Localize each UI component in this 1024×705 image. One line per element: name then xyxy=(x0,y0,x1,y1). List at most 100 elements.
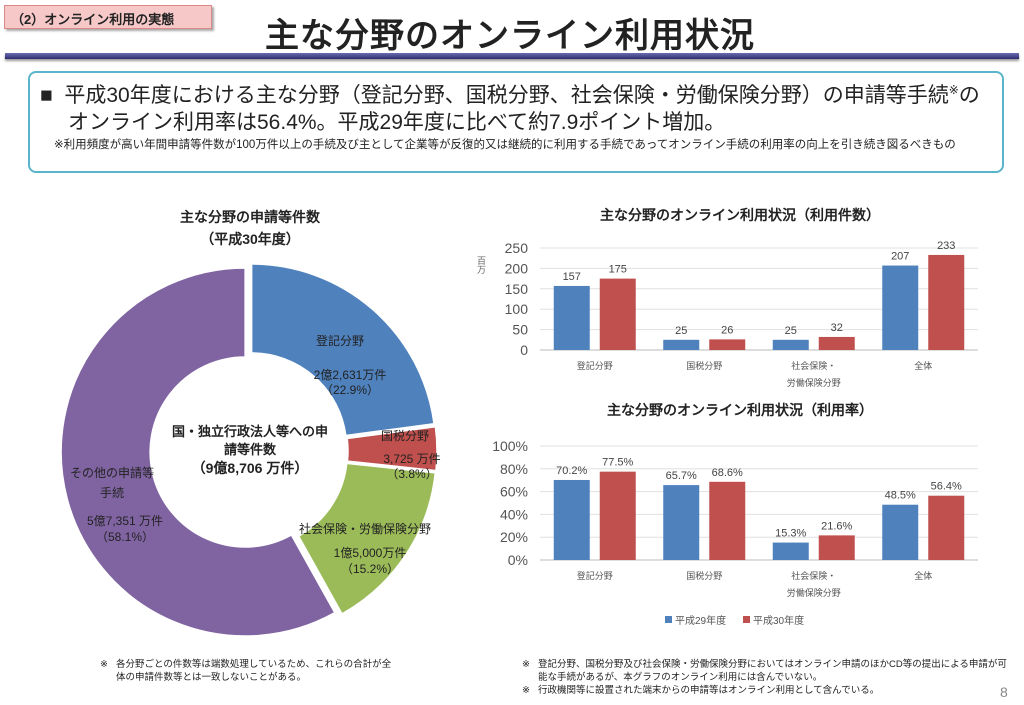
data-label: 48.5% xyxy=(885,490,916,502)
data-label: 68.6% xyxy=(712,467,743,479)
x-tick-label: 登記分野 xyxy=(577,570,613,581)
slice-label-percent: （58.1%） xyxy=(95,530,155,544)
donut-subtitle: （平成30年度） xyxy=(200,231,300,247)
y-tick-label: 80% xyxy=(500,461,528,477)
slice-label-name-2: 手続 xyxy=(99,486,124,500)
y-tick-label: 200 xyxy=(505,260,529,276)
center-total: （9億8,706 万件） xyxy=(191,460,309,476)
data-label: 56.4% xyxy=(931,481,962,493)
slice-label-value: 2億2,631万件 xyxy=(313,368,387,382)
data-label: 15.3% xyxy=(775,528,806,540)
note-mark: ※ xyxy=(522,659,530,670)
y-tick-label: 100 xyxy=(505,301,529,317)
summary-box: ■ 平成30年度における主な分野（登記分野、国税分野、社会保険・労働保険分野）の… xyxy=(28,71,1004,173)
bar xyxy=(772,542,809,560)
y-tick-label: 250 xyxy=(505,240,529,256)
data-label: 65.7% xyxy=(666,470,697,482)
note-text: 登記分野、国税分野及び社会保険・労働保険分野においてはオンライン申請のほかCD等… xyxy=(537,659,1007,683)
note-mark: ※ xyxy=(522,685,530,696)
summary-note: ※利用頻度が高い年間申請等件数が100万件以上の手続及び主として企業等が反復的又… xyxy=(54,139,956,151)
bar xyxy=(709,339,746,350)
title-divider xyxy=(5,53,1019,59)
x-tick-label: 全体 xyxy=(914,360,932,371)
slice-label-name: 社会保険・労働保険分野 xyxy=(298,522,431,536)
bar xyxy=(818,535,855,560)
x-tick-label: 労働保険分野 xyxy=(787,377,841,388)
x-tick-label: 社会保険・ xyxy=(791,360,836,371)
page-title: 主な分野のオンライン利用状況 xyxy=(265,17,755,55)
x-tick-label: 労働保険分野 xyxy=(787,587,841,598)
bar xyxy=(599,278,636,350)
summary-text: ■ 平成30年度における主な分野（登記分野、国税分野、社会保険・労働保険分野）の… xyxy=(40,77,992,136)
bar xyxy=(553,479,590,560)
data-label: 77.5% xyxy=(602,457,633,469)
x-tick-label: 国税分野 xyxy=(686,360,722,371)
bullet-square-icon: ■ xyxy=(40,84,53,107)
donut-slice xyxy=(60,267,336,637)
data-label: 32 xyxy=(831,322,843,334)
bar xyxy=(928,495,965,560)
bar xyxy=(709,481,746,560)
legend-swatch xyxy=(743,616,750,623)
y-tick-label: 20% xyxy=(500,529,528,545)
data-label: 175 xyxy=(609,264,627,276)
donut-center-label: 国・独立行政法人等への申 請等件数 （9億8,706 万件） xyxy=(150,423,350,477)
summary-sup: ※ xyxy=(948,83,959,97)
y-tick-label: 40% xyxy=(500,506,528,522)
bar xyxy=(599,471,636,560)
bar xyxy=(928,254,965,350)
center-label-line2: 請等件数 xyxy=(223,442,276,457)
slice-label-percent: （15.2%） xyxy=(340,562,400,576)
data-label: 26 xyxy=(721,324,733,336)
bar-chart-2-title: 主な分野のオンライン利用状況（利用率） xyxy=(607,402,873,418)
data-label: 25 xyxy=(675,325,687,337)
summary-main-2: のオンライン利用率は56.4%。平成29年度に比べて約7.9ポイント増加。 xyxy=(68,84,980,134)
note-text: 各分野ごとの件数等は端数処理しているため、これらの合計が全体の申請件数等とは一致… xyxy=(115,659,392,683)
slice-label-name: 国税分野 xyxy=(380,429,429,443)
data-label: 157 xyxy=(563,271,581,283)
bar xyxy=(882,504,919,560)
bar xyxy=(818,336,855,350)
slice-label-percent: （22.9%） xyxy=(320,383,380,397)
x-tick-label: 国税分野 xyxy=(686,570,722,581)
y-tick-label: 100% xyxy=(492,438,528,454)
slice-label-percent: （3.8%） xyxy=(386,467,438,481)
bar xyxy=(663,339,700,350)
slice-label-value: 5億7,351 万件 xyxy=(86,514,164,528)
data-label: 233 xyxy=(937,240,955,252)
y-axis-unit: 百万 xyxy=(476,256,486,274)
bar-charts: 0 50 100 150 200 250 157 175 登記分野 25 26 国税分野 25 32 社会保… xyxy=(492,240,978,627)
slice-label-value: 3,725 万件 xyxy=(383,452,441,466)
bar-chart-1-title: 主な分野のオンライン利用状況（利用件数） xyxy=(600,207,880,223)
y-tick-label: 50 xyxy=(512,322,528,338)
slice-label-value: 1億5,000万件 xyxy=(333,546,407,560)
donut-slice xyxy=(346,425,438,472)
legend-label: 平成30年度 xyxy=(753,614,804,627)
y-tick-label: 0 xyxy=(520,342,528,358)
donut-slice xyxy=(297,462,437,615)
legend-swatch xyxy=(665,616,672,623)
footnote-right-1: ※ 登記分野、国税分野及び社会保険・労働保険分野においてはオンライン申請のほかCD… xyxy=(522,658,1012,684)
bar xyxy=(553,285,590,350)
donut-title: 主な分野の申請等件数 xyxy=(180,209,320,225)
note-mark: ※ xyxy=(100,659,108,670)
data-label: 70.2% xyxy=(556,465,587,477)
bar xyxy=(882,265,919,350)
x-tick-label: 社会保険・ xyxy=(791,570,836,581)
y-tick-label: 60% xyxy=(500,484,528,500)
y-tick-label: 0% xyxy=(508,552,528,568)
slice-label-name: その他の申請等 xyxy=(69,466,154,480)
note-text: 行政機関等に設置された端末からの申請等はオンライン利用として含んでいる。 xyxy=(537,685,880,696)
footnote-right-2: ※ 行政機関等に設置された端末からの申請等はオンライン利用として含んでいる。 xyxy=(522,684,1012,697)
x-tick-label: 登記分野 xyxy=(577,360,613,371)
bar xyxy=(772,339,809,350)
donut-chart xyxy=(60,263,438,637)
x-tick-label: 全体 xyxy=(914,570,932,581)
y-tick-label: 150 xyxy=(505,281,529,297)
footnote-left: ※ 各分野ごとの件数等は端数処理しているため、これらの合計が全体の申請件数等とは一… xyxy=(100,658,400,684)
slice-label-name: 登記分野 xyxy=(315,334,364,348)
summary-main-1: 平成30年度における主な分野（登記分野、国税分野、社会保険・労働保険分野）の申請… xyxy=(64,84,949,107)
donut-slice xyxy=(250,263,435,437)
bar xyxy=(663,485,700,560)
legend-label: 平成29年度 xyxy=(675,614,726,627)
